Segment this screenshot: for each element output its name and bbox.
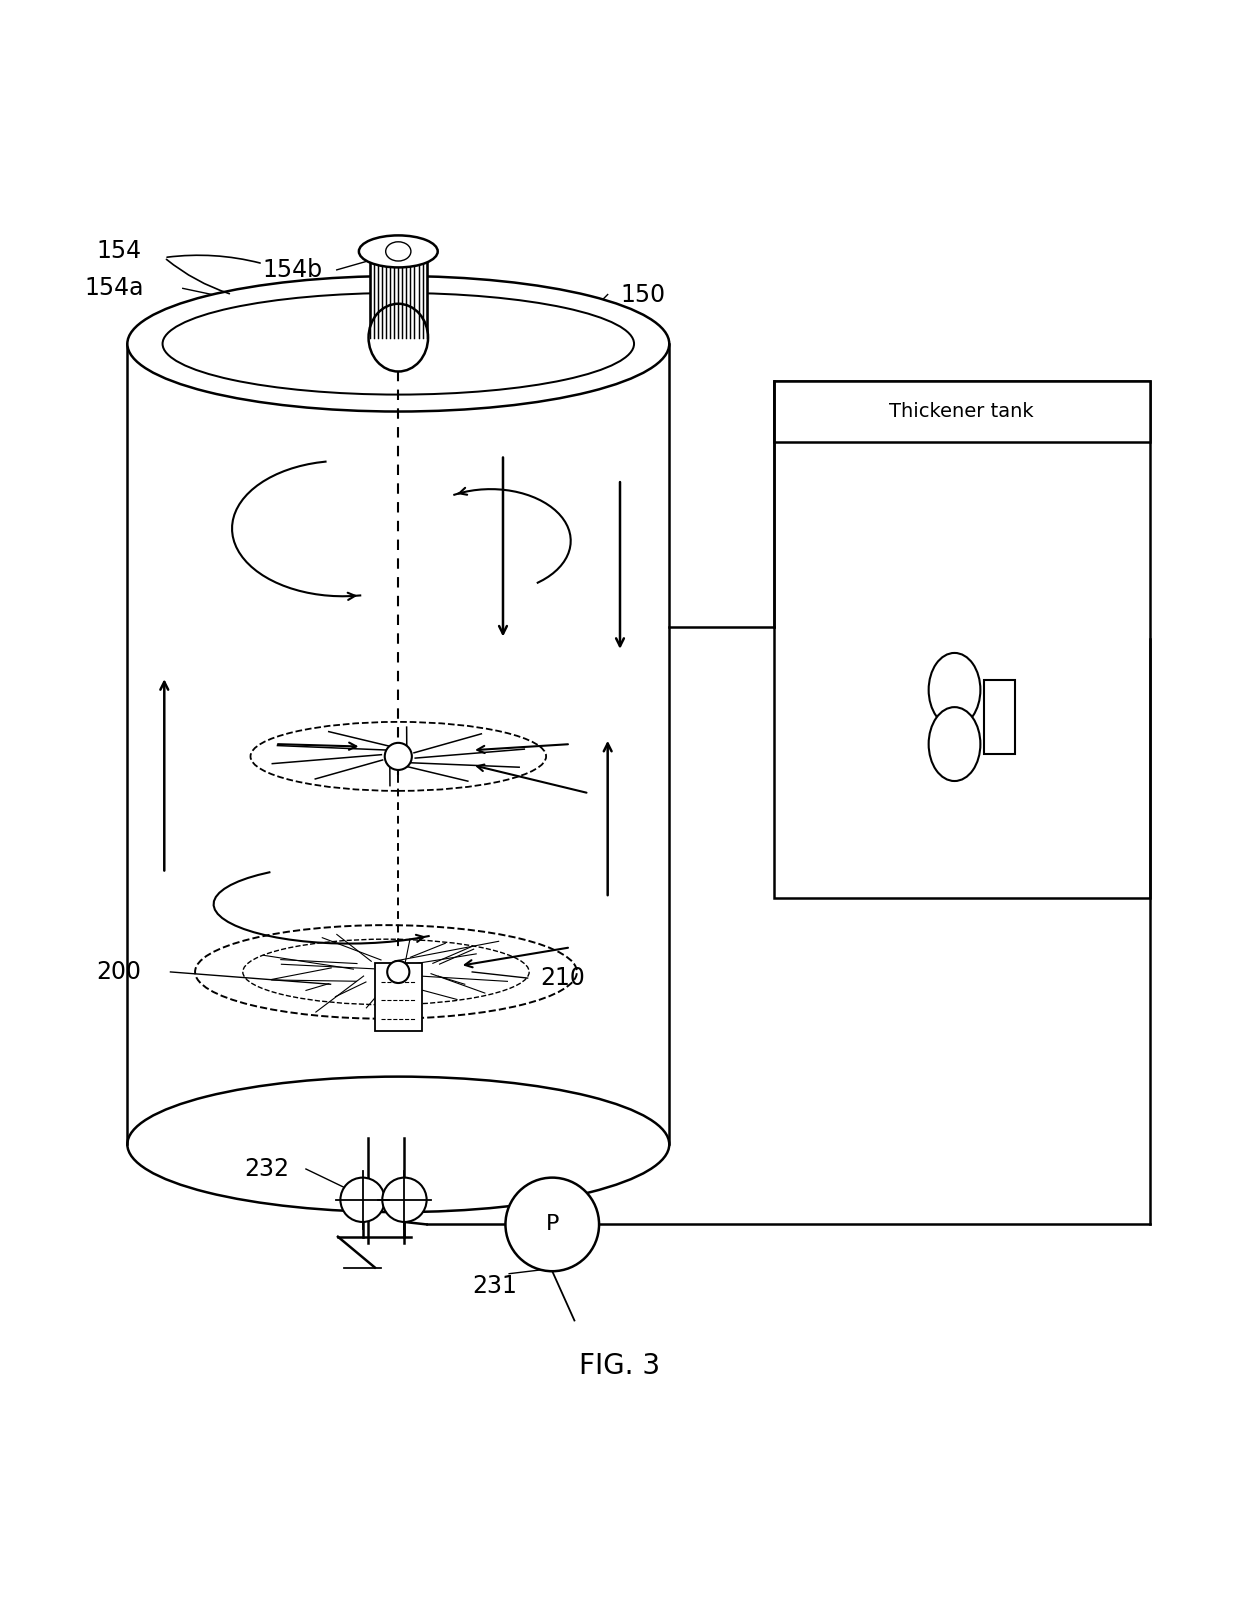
Ellipse shape (128, 277, 670, 411)
Ellipse shape (358, 235, 438, 267)
Text: 150: 150 (620, 283, 665, 307)
Text: Thickener tank: Thickener tank (889, 401, 1034, 421)
Ellipse shape (128, 1076, 670, 1212)
Circle shape (506, 1177, 599, 1271)
Circle shape (382, 1177, 427, 1222)
Bar (370, 251, 427, 337)
Ellipse shape (386, 241, 410, 261)
Text: FIG. 3: FIG. 3 (579, 1353, 661, 1380)
Circle shape (384, 744, 412, 771)
Bar (774, 381, 1149, 443)
Text: 154a: 154a (84, 277, 144, 301)
Circle shape (341, 1177, 384, 1222)
Ellipse shape (929, 652, 981, 728)
Text: 154: 154 (97, 240, 141, 264)
Text: 232: 232 (244, 1158, 289, 1182)
Text: 231: 231 (472, 1274, 517, 1298)
Text: P: P (546, 1214, 559, 1234)
Text: 200: 200 (97, 959, 141, 983)
Text: 210: 210 (539, 966, 585, 990)
Bar (374, 963, 422, 1031)
Circle shape (387, 961, 409, 983)
Bar (985, 680, 1014, 753)
Text: 154b: 154b (263, 257, 322, 281)
Ellipse shape (195, 926, 577, 1019)
Bar (774, 381, 1149, 899)
Ellipse shape (368, 304, 428, 371)
Ellipse shape (929, 707, 981, 780)
